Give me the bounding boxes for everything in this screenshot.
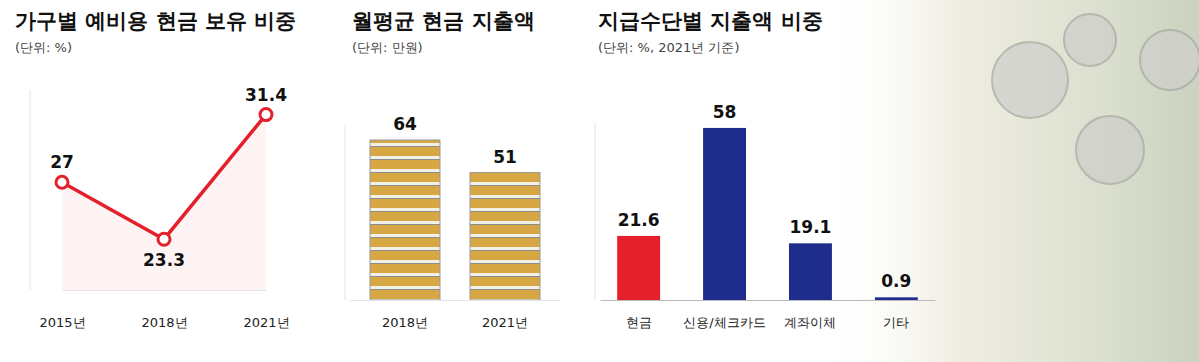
x-axis: 현금 신용/체크카드 계좌이체 기타 — [601, 301, 936, 331]
x-tick-label: 2021년 — [482, 315, 528, 330]
bar — [875, 297, 918, 300]
x-tick-label: 2018년 — [382, 315, 428, 330]
data-label: 27 — [50, 152, 74, 172]
data-label: 51 — [493, 147, 517, 167]
x-tick: 현금 — [626, 310, 652, 330]
chart-canvas: 가구별 예비용 현금 보유 비중 (단위: %) 2015년 2018년 2021년 27… — [0, 0, 1199, 362]
x-tick: 2018년 — [141, 310, 187, 330]
x-tick-label: 계좌이체 — [784, 315, 836, 330]
chart-panel: 가구별 예비용 현금 보유 비중 (단위: %) 2015년 2018년 2021년 27… — [15, 9, 296, 330]
bar — [370, 140, 440, 300]
data-label: 58 — [713, 102, 737, 122]
chart-title: 지급수단별 지출액 비중 — [598, 9, 823, 33]
x-tick: 2015년 — [39, 310, 85, 330]
bar — [617, 236, 660, 300]
data-label: 31.4 — [245, 85, 287, 105]
chart-subtitle: (단위: %, 2021년 기준) — [598, 40, 740, 55]
line — [62, 115, 266, 240]
coin — [1140, 30, 1199, 90]
x-axis-line — [601, 300, 936, 301]
data-label: 19.1 — [789, 217, 831, 237]
coin-decoration — [992, 14, 1199, 184]
plot-marks — [370, 140, 540, 300]
x-tick: 기타 — [883, 310, 909, 330]
bar — [789, 243, 832, 300]
plot-marks — [617, 128, 918, 300]
y-axis-line — [345, 125, 346, 300]
x-axis: 2015년 2018년 2021년 — [39, 291, 289, 331]
chart-title: 가구별 예비용 현금 보유 비중 — [15, 9, 296, 33]
bar — [703, 128, 746, 300]
x-tick-label: 신용/체크카드 — [683, 315, 765, 330]
line-area — [62, 115, 266, 290]
data-label: 23.3 — [143, 250, 185, 270]
line-marker — [260, 109, 272, 121]
x-tick-label: 현금 — [626, 315, 652, 330]
x-tick: 2021년 — [243, 310, 289, 330]
x-tick-label: 기타 — [883, 315, 909, 330]
background-photo — [820, 0, 1199, 362]
coin — [992, 42, 1068, 118]
coin — [1064, 14, 1116, 66]
chart-panel: 월평균 현금 지출액 (단위: 만원) 2018년 2021년 64 51 — [345, 9, 561, 330]
chart-subtitle: (단위: 만원) — [352, 40, 423, 55]
x-axis-line — [351, 300, 561, 301]
line-marker — [158, 233, 170, 245]
y-axis-line — [595, 122, 596, 300]
bar — [470, 173, 540, 301]
coin — [1076, 116, 1144, 184]
data-label: 0.9 — [881, 271, 911, 291]
plot-marks — [56, 109, 272, 290]
x-axis: 2018년 2021년 — [351, 301, 561, 331]
x-tick: 2021년 — [482, 310, 528, 330]
chart-title: 월평균 현금 지출액 — [352, 9, 535, 33]
data-labels: 27 23.3 31.4 — [50, 85, 287, 271]
data-label: 21.6 — [618, 210, 660, 230]
data-labels: 64 51 — [393, 114, 517, 167]
line-marker — [56, 176, 68, 188]
x-tick-label: 2018년 — [141, 315, 187, 330]
x-tick: 계좌이체 — [784, 310, 836, 330]
x-axis-line — [63, 290, 267, 291]
x-tick-label: 2021년 — [243, 315, 289, 330]
x-tick-label: 2015년 — [39, 315, 85, 330]
y-axis-line — [30, 90, 31, 290]
x-tick: 2018년 — [382, 310, 428, 330]
data-labels: 21.6 58 19.1 0.9 — [618, 102, 912, 291]
data-label: 64 — [393, 114, 417, 134]
x-tick: 신용/체크카드 — [683, 310, 765, 330]
chart-subtitle: (단위: %) — [15, 40, 72, 55]
chart-panel: 지급수단별 지출액 비중 (단위: %, 2021년 기준) 현금 신용/체크카드 계좌… — [595, 9, 936, 330]
